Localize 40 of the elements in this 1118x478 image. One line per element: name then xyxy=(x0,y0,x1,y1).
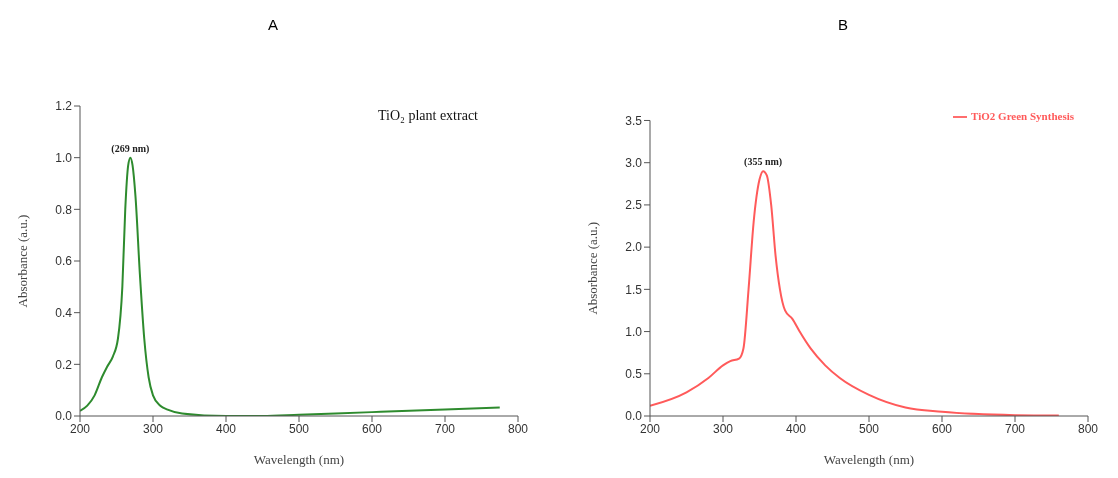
legend-label: TiO2 Green Synthesis xyxy=(971,110,1074,122)
y-tick-label: 0.2 xyxy=(55,357,73,372)
x-tick-label: 600 xyxy=(931,421,953,436)
y-tick-label: 0.4 xyxy=(55,305,73,320)
x-tick-label: 300 xyxy=(142,421,164,436)
y-tick-label: 0.0 xyxy=(625,409,643,424)
y-axis-title: Absorbance (a.u.) xyxy=(584,221,600,315)
line-series xyxy=(80,156,501,416)
x-tick-label: 400 xyxy=(785,421,807,436)
annotation: TiO₂ plant extract xyxy=(377,108,478,124)
x-tick-label: 500 xyxy=(288,421,310,436)
y-tick-label: 1.0 xyxy=(625,324,643,339)
x-axis-title: Wavelength (nm) xyxy=(823,452,915,467)
y-tick-label: 3.5 xyxy=(625,113,643,128)
x-tick-label: 400 xyxy=(215,421,237,436)
x-axis-title: Wavelength (nm) xyxy=(253,452,345,467)
x-tick-label: 800 xyxy=(507,421,529,436)
y-tick-label: 1.0 xyxy=(55,150,73,165)
chart-title: A xyxy=(267,15,279,35)
y-tick-label: 0.8 xyxy=(55,202,73,217)
x-tick-label: 800 xyxy=(1077,421,1099,436)
y-tick-label: 3.0 xyxy=(625,155,643,170)
y-axis-title: Absorbance (a.u.) xyxy=(14,214,30,308)
y-tick-label: 1.5 xyxy=(625,282,643,297)
x-tick-label: 700 xyxy=(1004,421,1026,436)
x-tick-label: 600 xyxy=(361,421,383,436)
x-tick-label: 700 xyxy=(434,421,456,436)
chart-title: B xyxy=(837,15,849,35)
annotation: (355 nm) xyxy=(744,156,783,169)
y-tick-label: 2.5 xyxy=(625,198,643,213)
annotation: (269 nm) xyxy=(111,142,150,155)
y-tick-label: 0.6 xyxy=(55,254,73,269)
x-tick-label: 200 xyxy=(639,421,661,436)
y-tick-label: 0.0 xyxy=(55,409,73,424)
y-tick-label: 2.0 xyxy=(625,240,643,255)
x-tick-label: 300 xyxy=(712,421,734,436)
y-tick-label: 0.5 xyxy=(625,367,643,382)
y-tick-label: 1.2 xyxy=(55,99,73,114)
x-tick-label: 500 xyxy=(858,421,880,436)
x-tick-label: 200 xyxy=(69,421,91,436)
